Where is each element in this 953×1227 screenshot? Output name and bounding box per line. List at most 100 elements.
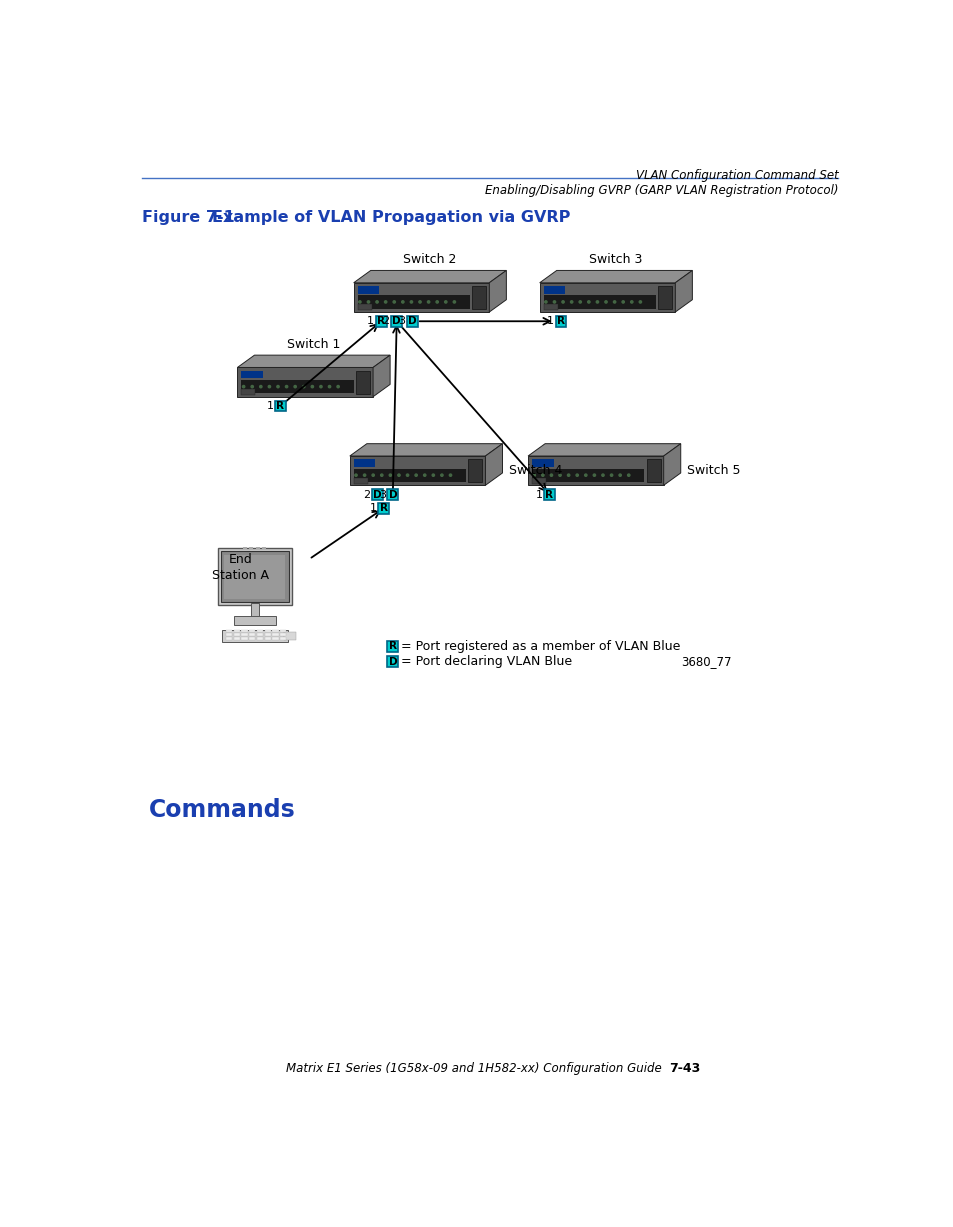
Text: Example of VLAN Propagation via GVRP: Example of VLAN Propagation via GVRP [212,210,570,226]
Bar [354,469,466,482]
Text: End
Station A: End Station A [213,553,269,582]
Text: Switch 2: Switch 2 [403,253,456,266]
Bar [284,632,295,640]
Bar [543,304,557,310]
Bar [261,547,266,550]
Bar [241,380,354,393]
Circle shape [268,385,271,388]
Text: Enabling/Disabling GVRP (GARP VLAN Registration Protocol): Enabling/Disabling GVRP (GARP VLAN Regis… [484,184,838,198]
Circle shape [533,474,535,476]
Bar [532,469,643,482]
Bar [468,459,482,482]
Bar [658,286,672,309]
Bar [543,286,565,293]
Circle shape [384,301,386,303]
Bar [355,371,370,394]
Text: D: D [408,317,416,326]
Circle shape [380,474,382,476]
Circle shape [604,301,606,303]
FancyBboxPatch shape [543,490,555,499]
Circle shape [432,474,434,476]
Circle shape [576,474,578,476]
Circle shape [389,474,391,476]
Bar [264,629,271,632]
Text: VLAN Configuration Command Set: VLAN Configuration Command Set [635,169,838,182]
Circle shape [578,301,580,303]
Text: 1: 1 [546,317,554,326]
Circle shape [375,301,377,303]
Circle shape [587,301,589,303]
Circle shape [593,474,595,476]
Circle shape [285,385,288,388]
FancyBboxPatch shape [387,656,397,667]
Circle shape [444,301,446,303]
Bar [241,637,247,640]
Circle shape [596,301,598,303]
Bar [543,296,656,308]
Circle shape [613,301,615,303]
Bar [256,633,263,636]
Bar [226,633,232,636]
Bar [226,637,232,640]
Text: 1: 1 [266,401,274,411]
Circle shape [415,474,416,476]
Bar [272,629,278,632]
Text: R: R [557,317,564,326]
Polygon shape [373,355,390,396]
Circle shape [621,301,623,303]
Circle shape [561,301,563,303]
Bar [357,304,371,310]
Polygon shape [354,282,489,312]
Circle shape [584,474,586,476]
Circle shape [449,474,451,476]
FancyBboxPatch shape [391,315,402,326]
Bar [241,633,247,636]
Circle shape [553,301,555,303]
Bar [241,629,247,632]
Circle shape [311,385,314,388]
Text: 3: 3 [397,317,405,326]
Bar [249,547,253,550]
Text: D: D [392,317,400,326]
Bar [243,547,247,550]
Text: 7-43: 7-43 [669,1063,700,1075]
Bar [280,629,286,632]
Text: Figure 7-1: Figure 7-1 [142,210,235,226]
Text: 3: 3 [378,490,385,499]
Bar [233,633,239,636]
Circle shape [610,474,612,476]
Circle shape [276,385,279,388]
FancyBboxPatch shape [377,503,389,514]
Circle shape [618,474,620,476]
Polygon shape [237,367,373,396]
Text: Switch 1: Switch 1 [287,337,340,351]
Circle shape [406,474,408,476]
Text: 3680_77: 3680_77 [680,655,731,667]
Bar [233,629,239,632]
Circle shape [294,385,296,388]
Text: 2: 2 [382,317,390,326]
Polygon shape [539,270,692,282]
Bar [357,296,470,308]
Text: R: R [389,642,396,652]
Circle shape [367,301,369,303]
Bar [249,637,255,640]
Bar [224,556,285,599]
Circle shape [328,385,331,388]
Bar [249,633,255,636]
Text: = Port registered as a member of VLAN Blue: = Port registered as a member of VLAN Bl… [400,639,679,653]
Circle shape [393,301,395,303]
Bar [221,551,289,602]
Bar [249,629,255,632]
Bar [264,633,271,636]
Bar [256,629,263,632]
Bar [532,459,553,466]
Circle shape [251,385,253,388]
Circle shape [453,301,456,303]
Polygon shape [528,456,663,485]
Bar [251,604,258,617]
Circle shape [401,301,403,303]
Bar [256,637,263,640]
Polygon shape [528,444,680,456]
Text: 1: 1 [369,503,376,513]
